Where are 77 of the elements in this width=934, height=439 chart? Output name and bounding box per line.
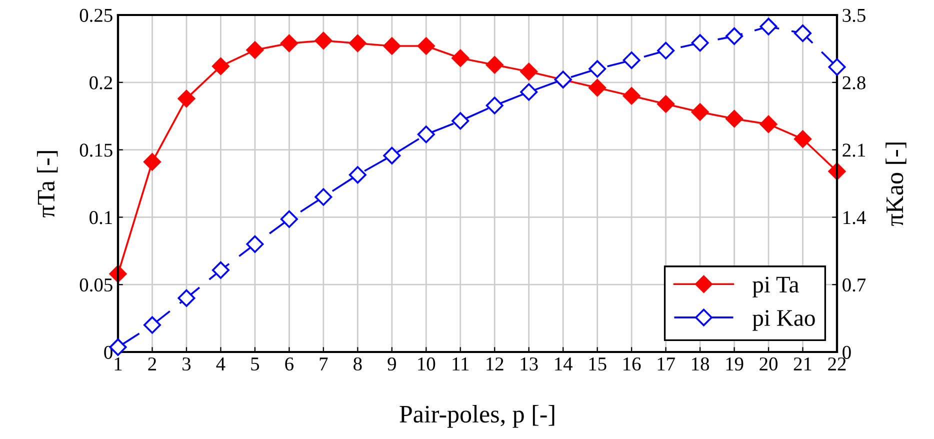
x-tick-label: 2 <box>148 357 156 370</box>
point <box>622 87 640 105</box>
point <box>348 166 366 184</box>
x-tick-label: 3 <box>182 357 191 371</box>
point <box>794 24 812 42</box>
x-tick-label: 8 <box>354 357 362 371</box>
point <box>143 153 161 171</box>
y2-axis-title: πKao [-] <box>886 142 906 226</box>
legend-label: pi Ta <box>752 276 799 298</box>
y2-tick-label: 2.8 <box>842 76 866 90</box>
point <box>760 18 778 36</box>
point <box>280 210 298 228</box>
y-tick-label: 0.2 <box>90 76 112 90</box>
point <box>794 130 812 148</box>
x-tick-label: 15 <box>589 358 606 371</box>
y2-tick-label: 0.7 <box>842 278 866 292</box>
x-tick-label: 11 <box>452 358 469 370</box>
x-tick-label: 1 <box>114 358 122 370</box>
point <box>452 112 470 130</box>
point <box>417 126 435 144</box>
y2-tick-label: 0 <box>842 346 851 359</box>
point <box>588 60 606 78</box>
point <box>622 51 640 70</box>
y2-tick-label: 3.5 <box>842 8 866 22</box>
point <box>383 37 401 55</box>
x-tick-label: 19 <box>726 357 744 371</box>
x-tick-label: 9 <box>388 357 396 371</box>
x-tick-label: 14 <box>555 358 573 370</box>
y-axis-title: πTa [-] <box>36 151 58 218</box>
point <box>178 289 196 307</box>
point <box>314 188 332 206</box>
point <box>691 34 709 52</box>
point <box>588 79 606 97</box>
y-tick-label: 0.15 <box>80 144 112 157</box>
x-tick-label: 6 <box>285 357 294 371</box>
point <box>828 58 846 76</box>
point <box>726 27 744 45</box>
x-tick-label: 17 <box>658 358 675 370</box>
point <box>212 261 230 279</box>
x-tick-label: 16 <box>624 357 641 371</box>
point <box>246 235 264 253</box>
y-tick-label: 0.25 <box>80 8 112 22</box>
point <box>486 56 504 74</box>
point <box>246 41 264 59</box>
point <box>520 83 538 101</box>
x-axis-title: Pair-poles, p [-] <box>400 405 554 428</box>
point <box>760 115 778 133</box>
x-tick-label: 20 <box>760 357 778 371</box>
point <box>691 103 709 121</box>
point <box>520 62 538 80</box>
point <box>452 49 470 67</box>
x-tick-label: 5 <box>251 358 260 371</box>
y2-tick-label: 2.1 <box>842 144 865 157</box>
point <box>280 34 298 52</box>
y-tick-label: 0.1 <box>90 211 112 224</box>
point <box>212 57 230 75</box>
point <box>726 110 744 128</box>
x-tick-label: 18 <box>692 357 710 371</box>
legend-label: pi Kao <box>752 310 815 331</box>
x-tick-label: 13 <box>520 357 538 371</box>
x-tick-label: 12 <box>486 357 504 370</box>
x-tick-label: 7 <box>320 358 328 370</box>
point <box>348 34 366 52</box>
point <box>657 42 675 60</box>
x-tick-label: 10 <box>418 357 436 371</box>
point <box>178 90 196 108</box>
x-tick-label: 22 <box>828 357 846 370</box>
point <box>486 96 504 114</box>
point <box>143 316 161 334</box>
y2-tick-label: 1.4 <box>844 211 866 224</box>
y-tick-label: 0.05 <box>80 278 112 292</box>
point <box>383 146 401 164</box>
point <box>417 37 435 55</box>
point <box>657 95 675 113</box>
x-tick-label: 4 <box>216 358 226 370</box>
point <box>314 32 332 50</box>
x-tick-label: 21 <box>794 357 812 370</box>
